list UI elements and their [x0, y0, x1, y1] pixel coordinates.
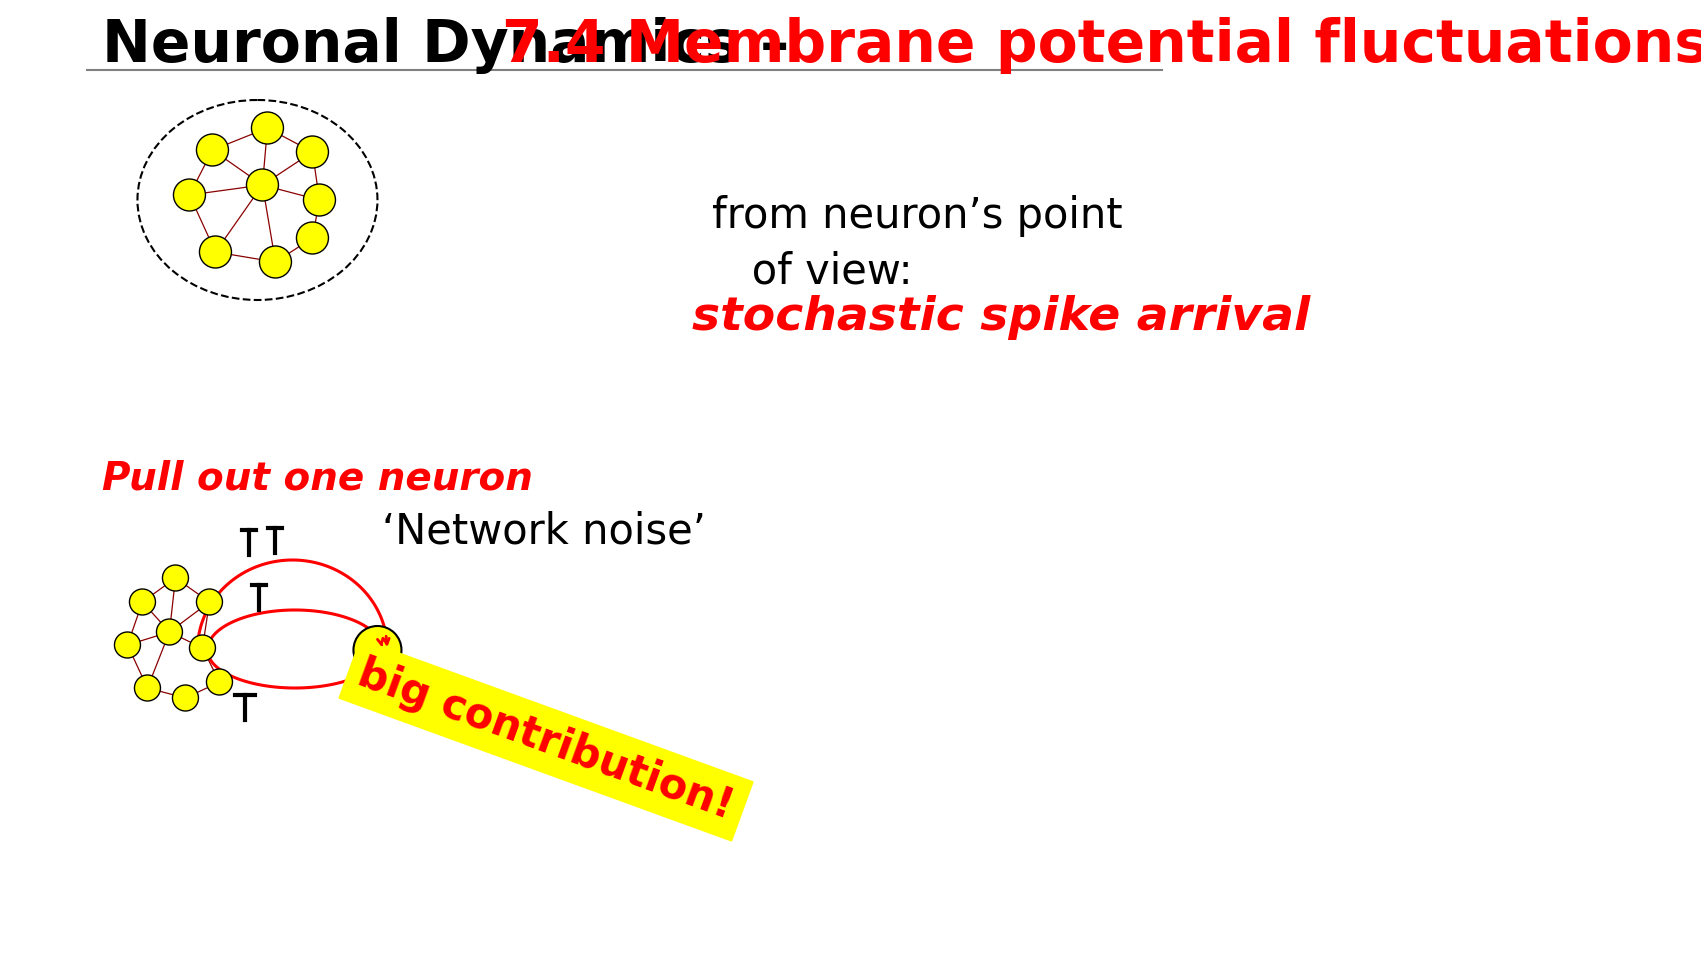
Circle shape — [156, 619, 182, 645]
Circle shape — [247, 169, 279, 201]
Text: from neuron’s point
   of view:: from neuron’s point of view: — [713, 195, 1123, 292]
Circle shape — [196, 134, 228, 166]
Circle shape — [189, 635, 216, 661]
Circle shape — [206, 669, 233, 695]
Circle shape — [260, 246, 291, 278]
Circle shape — [199, 236, 231, 268]
Text: 7.4 Membrane potential fluctuations: 7.4 Membrane potential fluctuations — [502, 16, 1701, 74]
Circle shape — [174, 179, 206, 211]
Circle shape — [134, 675, 160, 701]
Text: Pull out one neuron: Pull out one neuron — [102, 460, 534, 498]
Circle shape — [303, 184, 335, 216]
Text: ‘Network noise’: ‘Network noise’ — [383, 510, 706, 552]
Circle shape — [296, 222, 328, 254]
Text: stochastic spike arrival: stochastic spike arrival — [692, 295, 1311, 340]
Text: big contribution!: big contribution! — [352, 653, 740, 828]
Circle shape — [172, 685, 199, 711]
Circle shape — [129, 589, 155, 615]
Circle shape — [163, 565, 189, 591]
Circle shape — [296, 136, 328, 168]
Circle shape — [252, 112, 284, 144]
Circle shape — [114, 632, 141, 658]
Circle shape — [354, 626, 401, 674]
Circle shape — [196, 589, 223, 615]
Text: Neuronal Dynamics –: Neuronal Dynamics – — [102, 16, 810, 74]
